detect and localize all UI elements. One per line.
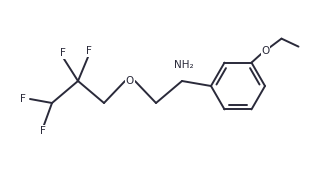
- Text: O: O: [126, 76, 134, 86]
- Text: NH₂: NH₂: [174, 60, 194, 70]
- Text: O: O: [261, 46, 269, 56]
- Text: F: F: [60, 48, 66, 58]
- Text: F: F: [40, 126, 46, 136]
- Text: F: F: [20, 94, 26, 104]
- Text: F: F: [86, 46, 92, 56]
